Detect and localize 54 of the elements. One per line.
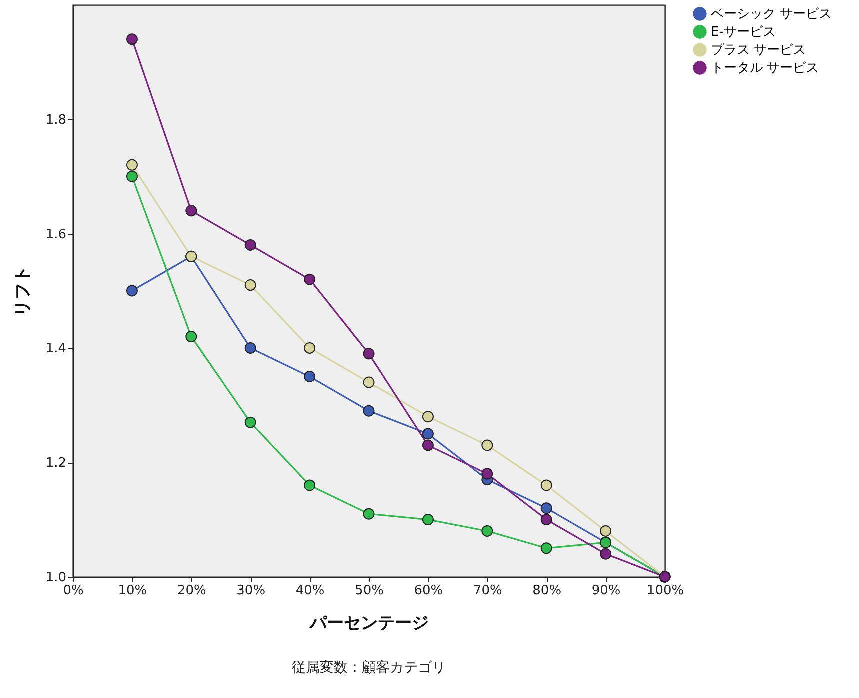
point	[540, 542, 552, 554]
point	[126, 170, 138, 182]
point	[422, 440, 434, 452]
point	[422, 428, 434, 440]
text: 従属変数 : 顧客カテゴリ	[292, 660, 446, 676]
point	[244, 342, 256, 354]
x-tick-label: 20%	[177, 584, 206, 598]
legend-label: E-サービス	[711, 25, 776, 40]
x-tick-label: 0%	[63, 584, 84, 598]
x-tick-label: 60%	[414, 584, 444, 598]
point	[422, 411, 434, 423]
y-axis-title: リフト	[12, 266, 33, 317]
x-tick-label: 90%	[592, 584, 621, 598]
point	[126, 159, 138, 171]
point	[304, 480, 316, 492]
point	[363, 348, 375, 360]
y-tick-label: 1.6	[46, 227, 66, 242]
point	[304, 274, 316, 286]
point	[186, 331, 198, 342]
point	[363, 376, 375, 388]
x-tick-label: 10%	[118, 584, 148, 598]
point	[422, 514, 434, 526]
x-tick-label: 30%	[236, 584, 266, 598]
y-tick-label: 1.4	[46, 342, 66, 357]
point	[244, 280, 256, 292]
point	[126, 285, 138, 297]
x-tick-label: 50%	[355, 584, 384, 598]
point	[363, 508, 375, 520]
point	[482, 440, 494, 452]
point	[482, 526, 494, 537]
x-tick-label: 70%	[473, 584, 502, 598]
legend-label: トータル サービス	[711, 61, 820, 76]
point	[126, 34, 138, 46]
x-axis-title: パーセンテージ	[309, 614, 429, 634]
point	[600, 548, 612, 560]
point	[186, 205, 198, 217]
point	[363, 405, 375, 417]
x-tick-label: 40%	[296, 584, 325, 598]
y-tick-label: 1.2	[46, 456, 66, 472]
point	[244, 416, 256, 428]
y-tick-label: 1.0	[46, 570, 66, 586]
x-tick-label: 100%	[646, 584, 684, 598]
point	[244, 240, 256, 251]
legend-label: ベーシック サービス	[711, 7, 832, 22]
x-tick-label: 80%	[532, 584, 562, 598]
point	[304, 342, 316, 354]
point	[540, 514, 552, 526]
legend-label: プラス サービス	[711, 43, 806, 58]
point	[540, 480, 552, 492]
point	[304, 371, 316, 383]
point	[482, 468, 494, 480]
point	[600, 526, 612, 537]
y-tick-label: 1.8	[46, 112, 66, 128]
point	[540, 502, 552, 514]
